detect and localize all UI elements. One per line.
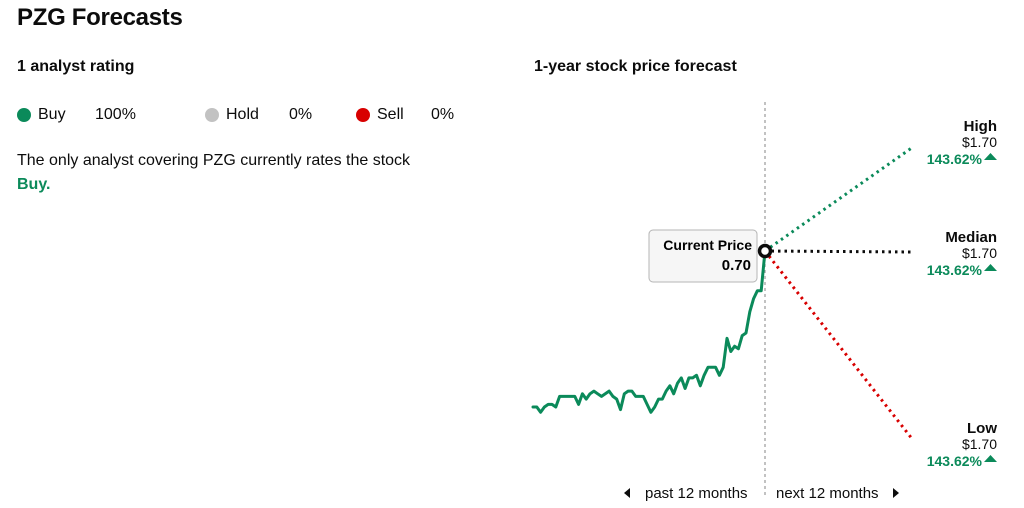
current-price-tooltip (648, 229, 758, 283)
sell-dot-icon (356, 108, 370, 122)
high-change: 143.62% (927, 151, 983, 167)
buy-label: Buy (38, 106, 66, 123)
median-price: $1.70 (962, 245, 997, 261)
caret-left-icon (624, 488, 630, 498)
current-price-marker (757, 243, 773, 259)
hold-dot-icon (205, 108, 219, 122)
current-price-value: 0.70 (722, 257, 751, 274)
hold-label: Hold (226, 106, 259, 123)
legend-hold: Hold 0% (205, 106, 356, 124)
forecast-heading: 1-year stock price forecast (534, 58, 737, 75)
summary-text: The only analyst covering PZG currently … (17, 152, 411, 169)
analyst-rating-heading: 1 analyst rating (17, 58, 135, 75)
low-price: $1.70 (962, 436, 997, 452)
projection-line-high (764, 145, 914, 253)
hold-percent: 0% (289, 106, 313, 123)
summary-rating: Buy. (17, 176, 51, 193)
median-change: 143.62% (927, 262, 983, 278)
next-12-months-label: next 12 months (776, 485, 879, 502)
median-label: Median (945, 229, 997, 246)
buy-percent: 100% (95, 106, 136, 123)
legend-buy: Buy 100% (17, 106, 205, 124)
triangle-up-icon (984, 264, 997, 271)
low-label: Low (967, 420, 997, 437)
rating-summary: The only analyst covering PZG currently … (17, 149, 497, 197)
projection-line-low (763, 250, 915, 441)
high-price: $1.70 (962, 134, 997, 150)
high-label: High (964, 118, 997, 135)
triangle-up-icon (984, 455, 997, 462)
page-title: PZG Forecasts (17, 4, 183, 31)
legend-sell: Sell 0% (356, 106, 454, 124)
past-12-months-label: past 12 months (645, 485, 748, 502)
rating-legend: Buy 100% Hold 0% Sell 0% (17, 106, 454, 124)
triangle-up-icon (984, 153, 997, 160)
current-price-label: Current Price (663, 237, 752, 253)
sell-percent: 0% (431, 106, 455, 123)
projection-line-median (764, 249, 914, 254)
caret-right-icon (893, 488, 899, 498)
buy-dot-icon (17, 108, 31, 122)
price-history-line (531, 249, 767, 414)
sell-label: Sell (377, 106, 404, 123)
low-change: 143.62% (927, 453, 983, 469)
